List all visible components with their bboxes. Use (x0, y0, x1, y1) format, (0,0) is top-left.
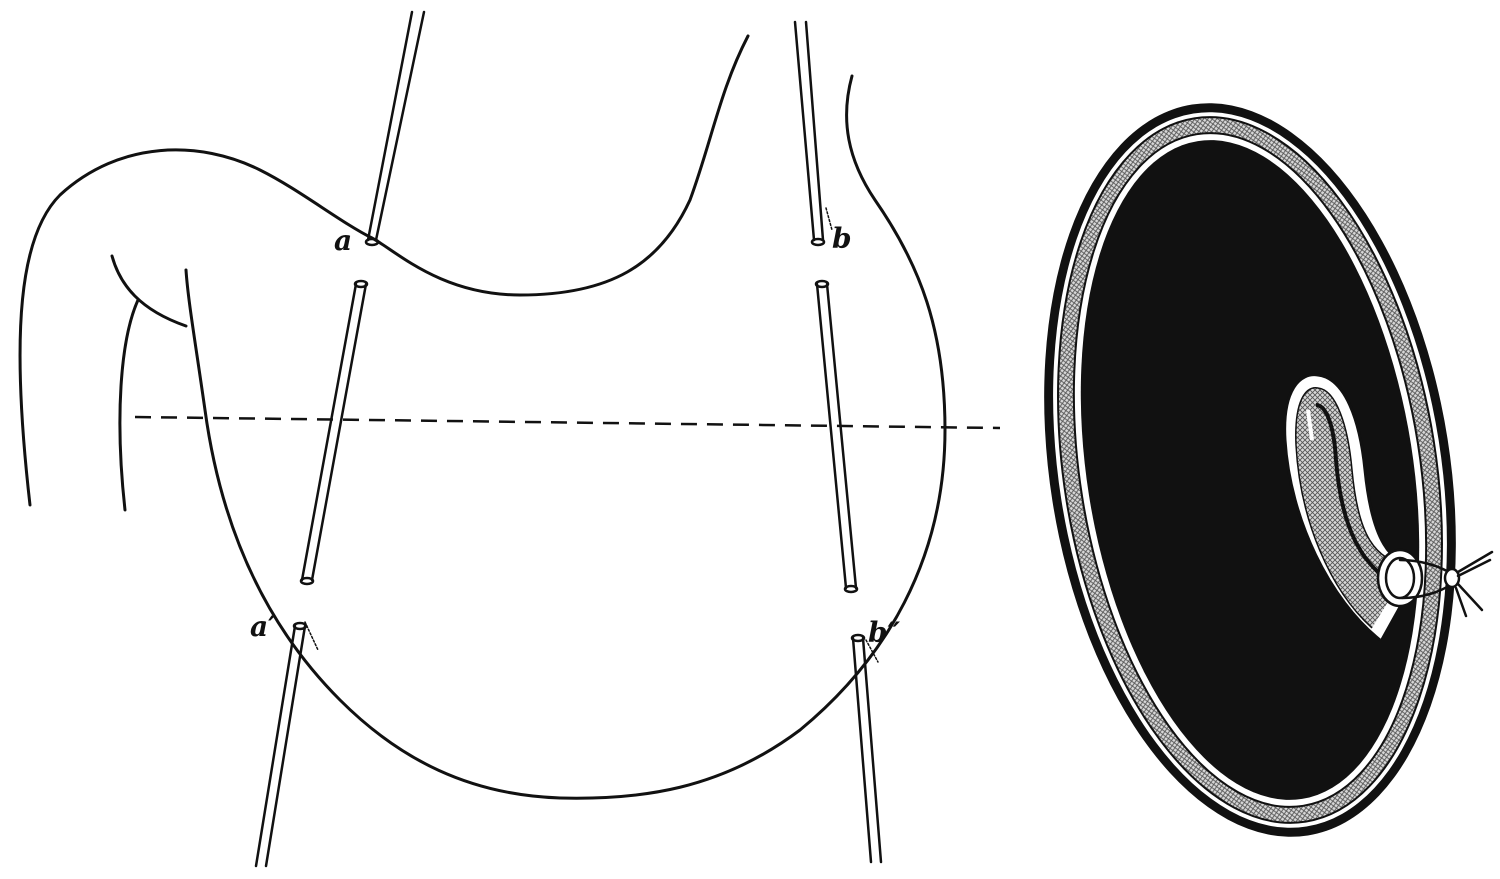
stomach-outline (18, 34, 947, 800)
needle-a-lower (254, 621, 319, 868)
needle-b-lower (850, 633, 883, 864)
needle-b-middle (814, 279, 859, 594)
label-a-prime: a′ (250, 610, 276, 643)
needle-a-middle (299, 279, 369, 586)
label-b: b (832, 222, 852, 255)
suture-ligature (1376, 548, 1494, 618)
needle-b-upper (793, 20, 833, 247)
cross-section (1044, 103, 1456, 837)
label-b-prime: b″ (868, 616, 901, 649)
needle-a-upper (364, 10, 426, 247)
dashed-section-line (134, 415, 1001, 430)
label-a: a (334, 224, 352, 257)
